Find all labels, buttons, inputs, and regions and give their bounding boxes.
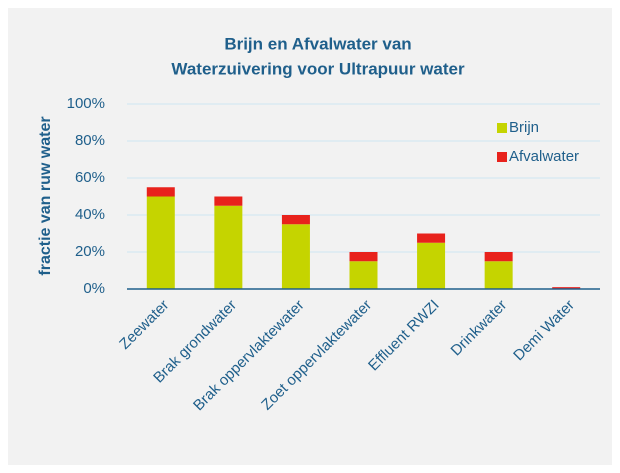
legend-swatch — [497, 123, 507, 133]
y-tick-label: 100% — [67, 95, 105, 112]
bar-segment — [146, 196, 175, 289]
y-tick-label: 20% — [75, 243, 105, 260]
bar-segment — [281, 215, 310, 225]
legend-label: Brijn — [509, 119, 539, 136]
bar-segment — [417, 242, 446, 289]
bar-segment — [214, 205, 243, 289]
bar-segment — [484, 261, 513, 289]
bar-segment — [349, 261, 378, 289]
y-axis-label: fractie van ruw water — [37, 116, 54, 275]
chart-title: Waterzuivering voor Ultrapuur water — [171, 59, 465, 78]
chart-title: Brijn en Afvalwater van — [224, 34, 411, 53]
bar-segment — [349, 252, 378, 262]
bar-segment — [552, 287, 581, 289]
bar-segment — [214, 196, 243, 206]
y-tick-label: 60% — [75, 169, 105, 186]
y-tick-label: 0% — [83, 280, 105, 297]
y-tick-label: 40% — [75, 206, 105, 223]
bar-segment — [484, 252, 513, 262]
bar-segment — [417, 233, 446, 243]
bar-segment — [146, 187, 175, 197]
bar-segment — [281, 224, 310, 289]
y-tick-label: 80% — [75, 132, 105, 149]
chart-background — [8, 8, 612, 465]
legend-label: Afvalwater — [509, 148, 579, 165]
legend-swatch — [497, 152, 507, 162]
